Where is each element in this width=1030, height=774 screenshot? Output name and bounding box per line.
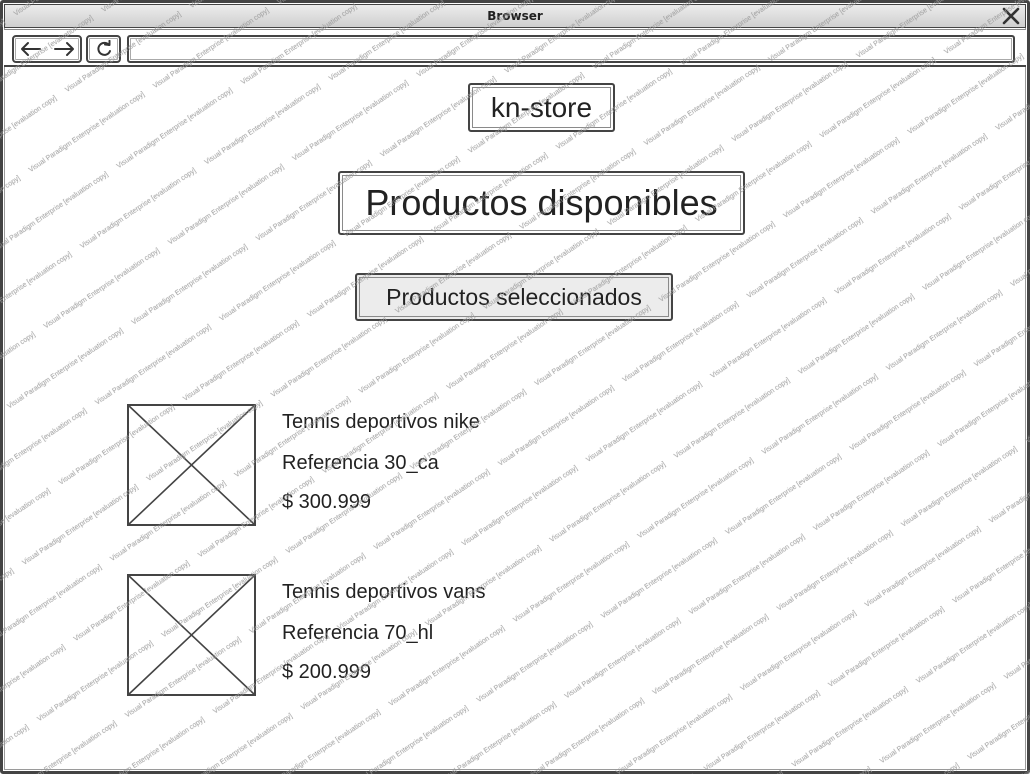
reload-button[interactable]: [86, 35, 121, 63]
forward-button[interactable]: [47, 37, 80, 61]
product-name: Tennis deportivos vans: [282, 581, 486, 603]
page-title: Productos disponibles: [338, 171, 745, 235]
product-item: Tennis deportivos nike Referencia 30_ca …: [127, 404, 527, 526]
close-icon: [1002, 7, 1020, 25]
window-title: Browser: [487, 9, 543, 23]
product-image: [127, 574, 256, 696]
reload-icon: [96, 40, 111, 56]
arrow-right-icon: [53, 42, 74, 56]
product-price: $ 300.999: [282, 491, 371, 513]
title-bar: Browser: [4, 4, 1026, 28]
navigation-buttons: [12, 35, 82, 63]
close-button[interactable]: [1001, 6, 1021, 26]
selected-products-button[interactable]: Productos seleccionados: [355, 273, 673, 321]
arrow-left-icon: [20, 42, 41, 56]
image-placeholder-icon: [127, 574, 256, 696]
product-reference: Referencia 30_ca: [282, 452, 439, 474]
image-placeholder-icon: [127, 404, 256, 526]
product-name: Tennis deportivos nike: [282, 411, 480, 433]
back-button[interactable]: [14, 37, 47, 61]
product-reference: Referencia 70_hl: [282, 622, 434, 644]
product-image: [127, 404, 256, 526]
address-bar[interactable]: [127, 35, 1015, 63]
store-name-label: kn-store: [468, 83, 615, 132]
product-item: Tennis deportivos vans Referencia 70_hl …: [127, 574, 527, 696]
product-price: $ 200.999: [282, 661, 371, 683]
